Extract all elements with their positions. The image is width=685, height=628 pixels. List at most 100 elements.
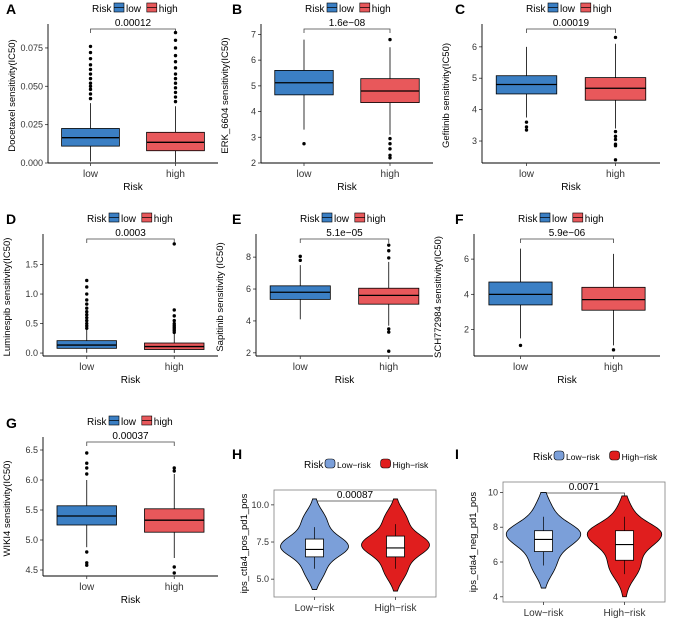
legend-label-low: Low−risk [337,460,372,470]
outlier-point [172,469,176,473]
p-value-label: 0.00087 [337,490,374,501]
x-tick-label: high [165,582,184,593]
outlier-point [88,87,93,92]
legend: Risk low high [518,212,604,225]
y-tick-label: 5.0 [256,574,269,584]
panel-b: B Risk low high 2 3 4 5 6 7 low high Risk ERK_6604 se… [220,1,433,193]
x-tick-label: low [296,169,312,180]
y-tick-label: 0.000 [20,158,43,168]
y-tick-label: 6 [472,42,477,52]
legend: Risk low high [526,2,612,15]
p-value-label: 5.1e−05 [326,228,363,239]
legend-label-high: high [593,4,612,15]
x-axis-title: Risk [121,375,141,386]
legend-label-high: high [585,214,604,225]
x-tick-label: low [83,169,99,180]
p-value-label: 0.0071 [569,482,600,493]
x-tick-label: high [381,169,400,180]
p-value-bracket: 0.00037 [86,431,175,446]
x-axis-title: Risk [557,375,577,386]
y-tick-label: 3 [472,136,477,146]
y-tick-label: 6 [251,55,256,65]
violin-high-risk [361,498,430,592]
legend-label-low: Low−risk [566,452,601,462]
legend-label-high: high [154,214,173,225]
p-value-label: 0.00012 [115,18,152,29]
x-axis-title: Risk [335,375,355,386]
x-tick-label: High−risk [375,603,418,614]
y-axis-title: ips_ctla4_pos_pd1_pos [239,493,250,593]
plot-border [273,489,437,598]
outlier-point [173,81,178,85]
outlier-point [88,96,93,101]
box-low [56,451,117,567]
outlier-point [302,142,306,146]
outlier-point [173,76,178,81]
panel-letter: D [6,211,16,227]
outlier-point [85,326,89,330]
outlier-point [85,315,89,320]
y-tick-label: 2 [464,325,469,335]
outlier-point [173,53,178,58]
p-value-bracket: 0.0071 [543,482,625,497]
box-high [581,253,646,352]
outlier-point [613,35,618,40]
outlier-point [85,324,89,328]
panel-e: E Risk low high 2 4 6 8 low high Risk Sapitinib sen… [215,211,433,386]
outlier-point [388,142,392,146]
legend-label-high: High−risk [393,460,429,470]
outlier-point [173,90,178,95]
outlier-point [387,349,391,353]
outlier-point [85,285,89,289]
x-tick-label: Low−risk [295,603,336,614]
box-high [144,242,205,353]
outlier-point [85,451,89,455]
y-tick-label: 4.5 [25,565,38,575]
panel-i: I Risk Low−risk High−risk 4 6 8 10 Low−risk High−… [455,446,666,619]
legend-key-high [380,458,391,469]
box-iqr [358,287,420,305]
panel-letter: F [455,211,464,227]
box-iqr [386,535,405,558]
legend-title: Risk [305,4,325,15]
outlier-point [613,134,618,139]
outlier-point [613,129,618,134]
y-axis-title: Sapitinib sensitivity (IC50) [215,242,226,351]
outlier-point [88,67,93,72]
x-axis-title: Risk [337,182,357,193]
x-tick-label: high [165,362,184,373]
y-tick-label: 0.025 [20,120,43,130]
outlier-point [611,348,616,352]
outlier-point [85,298,89,302]
box-high [360,37,420,160]
y-axis-title: WIKI4 sensitivity(IC50) [2,460,13,556]
y-tick-label: 10 [488,487,498,497]
box-iqr [615,530,634,561]
outlier-point [88,56,93,61]
legend-label-low: low [121,214,137,225]
outlier-point [172,571,176,575]
outlier-point [173,30,178,35]
y-tick-label: 4 [472,105,477,115]
y-tick-label: 2 [251,158,256,168]
violin-low-risk [280,498,349,590]
outlier-point [388,153,392,157]
outlier-point [388,156,392,160]
box-high [144,466,205,575]
y-axis-title: Docetaxel sensitivity(IC50) [7,39,18,151]
y-tick-label: 4 [464,289,469,299]
outlier-point [88,81,93,85]
panel-letter: A [6,1,16,17]
outlier-point [518,343,523,348]
panel-d: D Risk low high 0.0 0.5 1.0 1.5 low high Risk Lumin… [2,211,218,386]
outlier-point [88,76,93,81]
violin-low-risk [505,492,582,589]
y-tick-label: 5.0 [25,535,38,545]
bracket-line [526,28,616,33]
plot-border [502,481,666,603]
outlier-point [85,561,89,565]
legend-label-low: low [339,4,355,15]
box-high [584,35,647,162]
y-tick-label: 1.0 [25,289,38,299]
legend: Risk low high [305,2,391,15]
